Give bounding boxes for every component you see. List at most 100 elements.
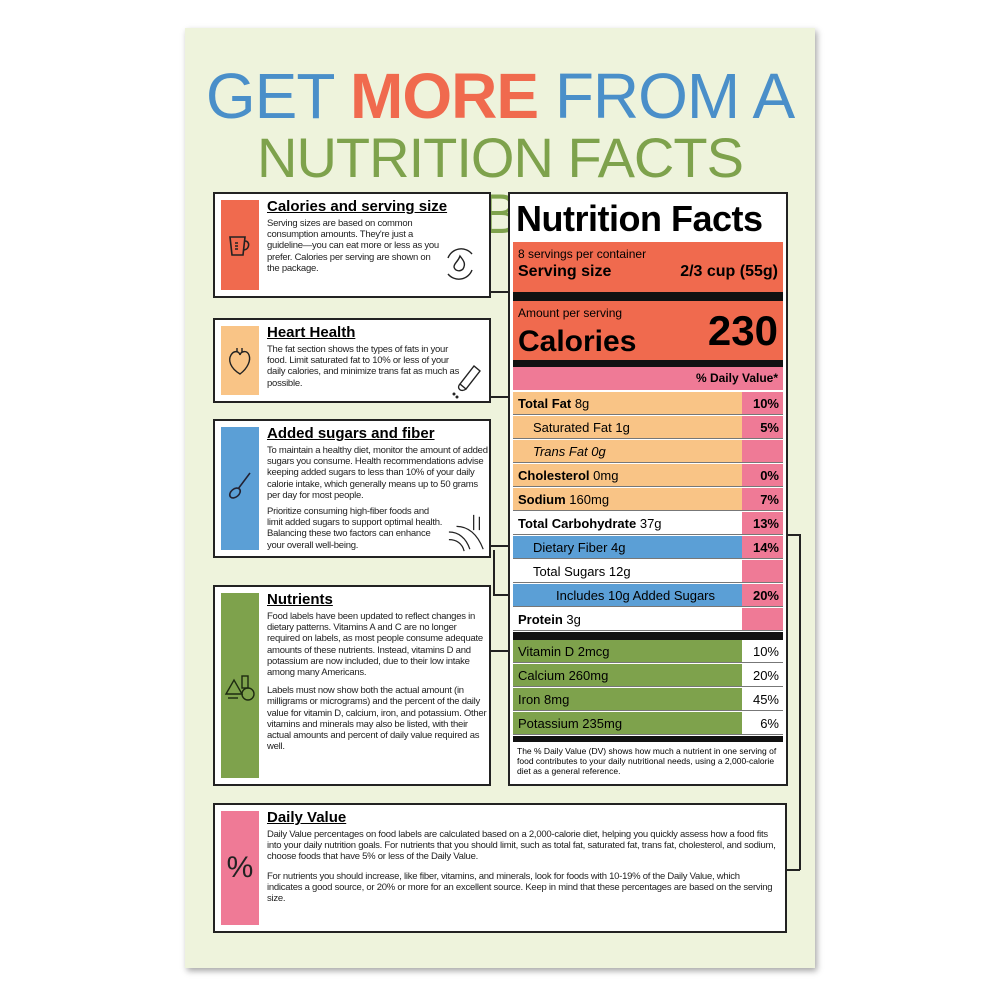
section-calories: Calories and serving size Serving sizes … (213, 192, 491, 298)
nutrition-facts-label: Nutrition Facts 8 servings per container… (508, 192, 788, 786)
nutrient-name: Protein (518, 612, 563, 627)
poster: GET MORE FROM A NUTRITION FACTS LABEL Ca… (185, 28, 815, 968)
nutrient-row: Trans Fat 0g (513, 440, 742, 463)
section-body: Serving sizes are based on common consum… (267, 218, 442, 274)
calories-label: Calories (518, 325, 637, 358)
nutrient-daily-value (742, 440, 783, 463)
section-body: The fat section shows the types of fats … (267, 344, 462, 389)
nutrient-daily-value: 10% (742, 392, 783, 415)
nutrient-amount: 1g (615, 420, 630, 435)
vitamin-row: Iron 8mg (513, 688, 742, 711)
nutrient-row: Protein 3g (513, 608, 742, 631)
serving-block: 8 servings per container Serving size 2/… (513, 242, 783, 292)
nutrient-name: Includes 10g Added Sugars (556, 588, 716, 603)
nutrient-row: Includes 10g Added Sugars (513, 584, 742, 607)
wheat-field-icon (448, 514, 484, 552)
nutrient-row: Sodium 160mg (513, 488, 742, 511)
connector-line (491, 650, 508, 652)
label-title: Nutrition Facts (516, 198, 763, 239)
section-title: Heart Health (267, 324, 356, 341)
nutrient-row: Total Carbohydrate 37g (513, 512, 742, 535)
vitamin-daily-value: 10% (742, 640, 783, 663)
section-text: Daily Value percentages on food labels a… (267, 829, 776, 863)
nutrient-name: Trans Fat (533, 444, 588, 459)
section-daily-value: % Daily Value Daily Value percentages on… (213, 803, 787, 933)
nutrient-name: Dietary Fiber (533, 540, 608, 555)
nutrient-daily-value: 13% (742, 512, 783, 535)
spoon-icon (221, 427, 259, 550)
heart-icon (221, 326, 259, 395)
connector-line (491, 396, 508, 398)
divider-bar (513, 736, 783, 742)
nutrient-row: Dietary Fiber 4g (513, 536, 742, 559)
nutrient-amount: 160mg (569, 492, 610, 507)
title-line-1: GET MORE FROM A (205, 60, 795, 132)
nutrient-name: Total Sugars (533, 564, 606, 579)
section-title: Daily Value (267, 809, 347, 826)
divider-bar (513, 360, 783, 367)
divider-bar (513, 632, 783, 640)
connector-line (491, 545, 508, 547)
vitamin-daily-value: 6% (742, 712, 783, 735)
vitamin-row: Potassium 235mg (513, 712, 742, 735)
section-body: Food labels have been updated to reflect… (267, 611, 489, 752)
measuring-cup-icon (221, 200, 259, 290)
section-body: Daily Value percentages on food labels a… (267, 829, 777, 904)
nutrient-amount: 0g (591, 444, 606, 459)
nutrient-amount: 12g (608, 564, 631, 579)
connector-line (788, 534, 800, 536)
nutrient-name: Total Carbohydrate (518, 516, 637, 531)
section-nutrients: Nutrients Food labels have been updated … (213, 585, 491, 786)
nutrient-daily-value (742, 608, 783, 631)
section-title: Calories and serving size (267, 198, 448, 215)
section-title: Nutrients (267, 591, 333, 608)
section-text: The fat section shows the types of fats … (267, 344, 460, 389)
connector-line (491, 291, 508, 293)
calories-value: 230 (707, 307, 778, 354)
connector-line (799, 534, 801, 870)
section-sugars-fiber: Added sugars and fiber To maintain a hea… (213, 419, 491, 558)
nutrient-name: Total Fat (518, 396, 572, 411)
vitamin-row: Calcium 260mg (513, 664, 742, 687)
section-text-2: Prioritize consuming high-fiber foods an… (267, 506, 443, 551)
section-heart-health: Heart Health The fat section shows the t… (213, 318, 491, 403)
nutrient-daily-value: 7% (742, 488, 783, 511)
section-text: Food labels have been updated to reflect… (267, 611, 483, 679)
nutrient-amount: 3g (566, 612, 581, 627)
nutrient-daily-value: 0% (742, 464, 783, 487)
amount-per-serving: Amount per serving (518, 306, 623, 320)
calorie-burn-icon (447, 248, 473, 280)
vitamin-row: Vitamin D 2mcg (513, 640, 742, 663)
salt-shaker-icon (452, 364, 481, 399)
daily-value-header: % Daily Value* (513, 367, 783, 390)
nutrient-amount: 0mg (593, 468, 619, 483)
nutrient-daily-value (742, 560, 783, 583)
nutrient-name: Cholesterol (518, 468, 590, 483)
vitamin-daily-value: 45% (742, 688, 783, 711)
percent-icon: % (221, 811, 259, 925)
connector-line (787, 869, 800, 871)
connector-line (493, 594, 508, 596)
nutrient-amount: 37g (639, 516, 662, 531)
nutrient-row: Saturated Fat 1g (513, 416, 742, 439)
nutrient-daily-value: 5% (742, 416, 783, 439)
divider-bar (513, 292, 783, 301)
section-body: To maintain a healthy diet, monitor the … (267, 445, 489, 551)
nutrient-daily-value: 20% (742, 584, 783, 607)
vitamin-daily-value: 20% (742, 664, 783, 687)
nutrient-row: Total Fat 8g (513, 392, 742, 415)
nutrient-amount: 4g (611, 540, 626, 555)
nutrient-row: Cholesterol 0mg (513, 464, 742, 487)
nutrient-amount: 8g (574, 396, 590, 411)
section-text: Serving sizes are based on common consum… (267, 218, 439, 274)
section-title: Added sugars and fiber (267, 425, 435, 442)
label-footnote: The % Daily Value (DV) shows how much a … (517, 746, 777, 776)
nutrient-name: Sodium (518, 492, 566, 507)
servings-per-container: 8 servings per container (518, 247, 647, 261)
nutrient-daily-value: 14% (742, 536, 783, 559)
section-text-2: Labels must now show both the actual amo… (267, 685, 487, 753)
serving-size-label: Serving size (518, 263, 612, 280)
nutrient-name: Saturated Fat (533, 420, 612, 435)
calories-block: Amount per serving Calories 230 (513, 301, 783, 360)
nutrient-row: Total Sugars 12g (513, 560, 742, 583)
